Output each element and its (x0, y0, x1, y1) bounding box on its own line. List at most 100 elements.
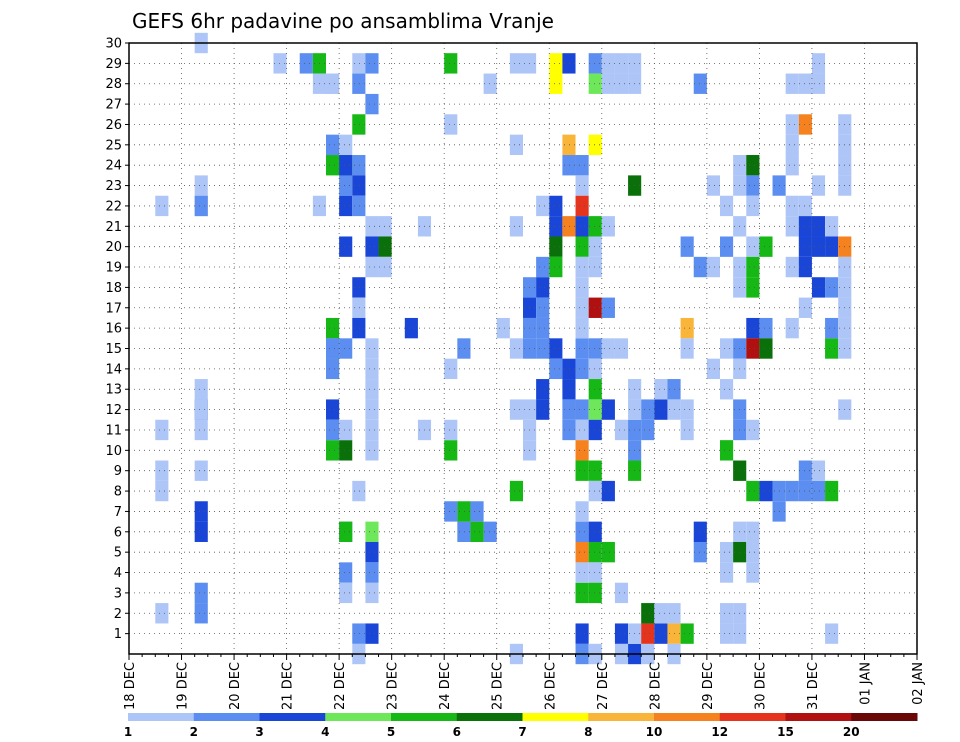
y-tick-label: 5 (114, 546, 122, 561)
heatmap-cell (680, 338, 694, 359)
heatmap-cell (588, 419, 602, 441)
heatmap-cell (575, 623, 589, 644)
colorbar-swatch (719, 713, 786, 721)
heatmap-cell (352, 317, 366, 339)
heatmap-cell (825, 277, 839, 298)
heatmap-cell (339, 195, 353, 217)
heatmap-cell (549, 236, 563, 257)
heatmap-cell (588, 480, 602, 502)
heatmap-cell (575, 501, 589, 522)
heatmap-cell (693, 521, 707, 542)
heatmap-cell (746, 419, 760, 441)
heatmap-cell (365, 338, 379, 359)
y-tick-label: 23 (105, 179, 122, 194)
heatmap-cell (811, 73, 826, 94)
heatmap-cell (575, 521, 589, 542)
heatmap-cell (601, 297, 615, 318)
heatmap-cell (588, 53, 602, 74)
y-tick-label: 7 (114, 505, 122, 520)
heatmap-cell (575, 297, 589, 318)
heatmap-cell (562, 155, 576, 176)
y-tick-label: 26 (105, 118, 122, 133)
heatmap-cell (680, 236, 694, 257)
heatmap-cell (194, 195, 208, 217)
heatmap-cell (575, 582, 589, 604)
heatmap-cell (588, 297, 602, 318)
heatmap-cell (404, 317, 418, 339)
heatmap-cell (536, 297, 550, 318)
heatmap-cell (326, 358, 340, 380)
heatmap-cell (562, 419, 576, 441)
y-tick-label: 19 (105, 261, 122, 276)
heatmap-cell (339, 155, 353, 176)
heatmap-cell (641, 603, 655, 624)
heatmap-cell (746, 256, 760, 278)
x-tick-label: 01 JAN (858, 662, 873, 705)
heatmap-cell (339, 440, 353, 461)
heatmap-cell (339, 582, 353, 604)
colorbar-swatch (851, 713, 918, 721)
heatmap-cell (798, 216, 812, 237)
heatmap-cell (785, 73, 799, 94)
heatmap-cell (706, 256, 720, 278)
x-tick-label: 30 DEC (753, 662, 768, 710)
heatmap-cell (509, 216, 523, 237)
heatmap-cell (155, 603, 169, 624)
heatmap-cell (457, 501, 471, 522)
heatmap-cell (588, 541, 602, 563)
heatmap-cell (720, 195, 734, 217)
heatmap-cell (746, 562, 760, 583)
heatmap-cell (798, 256, 812, 278)
colorbar-swatch (325, 713, 392, 721)
heatmap-cell (798, 297, 812, 318)
heatmap-cell (194, 175, 208, 196)
heatmap-cell (378, 216, 392, 237)
heatmap-cell (155, 460, 169, 481)
heatmap-cell (811, 53, 826, 74)
colorbar-swatch (588, 713, 655, 721)
colorbar-swatch (785, 713, 852, 721)
heatmap-cell (575, 236, 589, 257)
heatmap-cell (601, 541, 615, 563)
heatmap-cell (680, 399, 694, 420)
heatmap-cell (575, 256, 589, 278)
heatmap-cell (352, 277, 366, 298)
heatmap-cell (654, 603, 668, 624)
y-tick-label: 8 (114, 485, 122, 500)
heatmap-cell (365, 216, 379, 237)
heatmap-cell (654, 623, 668, 644)
heatmap-cell (825, 216, 839, 237)
heatmap-cell (614, 338, 629, 359)
heatmap-cell (326, 399, 340, 420)
heatmap-cell (575, 562, 589, 583)
heatmap-cell (562, 379, 576, 400)
heatmap-cell (614, 623, 629, 644)
heatmap-cell (562, 216, 576, 237)
y-tick-label: 30 (105, 37, 122, 52)
y-tick-label: 16 (105, 322, 122, 337)
heatmap-cell (680, 419, 694, 441)
heatmap-cell (339, 236, 353, 257)
heatmap-cell (746, 277, 760, 298)
heatmap-cell (759, 317, 773, 339)
heatmap-cell (746, 317, 760, 339)
heatmap-cell (457, 521, 471, 542)
heatmap-cell (601, 338, 615, 359)
heatmap-cell (588, 134, 602, 156)
y-axis: 1234567891011121314151617181920212223242… (105, 37, 129, 642)
x-axis: 18 DEC 19 DEC 20 DEC 21 DEC 22 DEC 23 DEC 24 D… (123, 654, 926, 710)
y-tick-label: 9 (114, 464, 122, 479)
heatmap-cell (365, 521, 379, 542)
heatmap-cell (444, 501, 458, 522)
heatmap-cell (746, 521, 760, 542)
heatmap-cell (339, 562, 353, 583)
heatmap-cell (444, 53, 458, 74)
heatmap-cell (720, 338, 734, 359)
heatmap-cell (352, 195, 366, 217)
heatmap-cell (326, 73, 340, 94)
heatmap-cell (549, 73, 563, 94)
heatmap-cell (720, 603, 734, 624)
x-tick-label: 18 DEC (123, 662, 138, 710)
heatmap-cell (509, 134, 523, 156)
heatmap-cell (365, 440, 379, 461)
